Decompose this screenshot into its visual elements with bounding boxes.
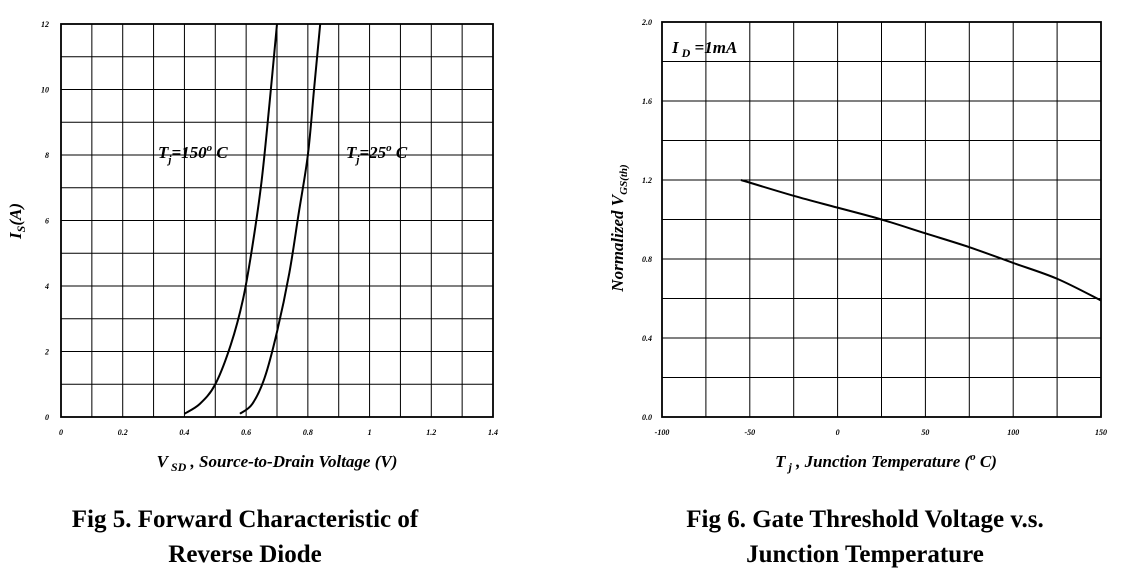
x-tick-label: 0.2 (118, 428, 128, 437)
condition-annotation: I D =1mA (671, 38, 737, 60)
x-tick-label: 50 (921, 428, 929, 437)
y-tick-label: 0.4 (642, 334, 652, 343)
y-tick-label: 8 (45, 151, 49, 160)
x-axis-label: V SD , Source-to-Drain Voltage (V) (157, 452, 398, 474)
fig5-caption-line2: Reverse Diode (168, 541, 322, 568)
series-line-1 (239, 23, 322, 415)
y-axis-label: IS(A) (6, 203, 28, 240)
chart-gate-threshold: -100 -50 0 50 100 150 0.0 0.4 0.8 1.2 1.6 2.0 I D =1… (608, 18, 1107, 474)
y-tick-label: 6 (45, 217, 49, 226)
x-tick-label: 0.6 (241, 428, 251, 437)
chart-forward-characteristic: 0 0.2 0.4 0.6 0.8 1 1.2 1.4 0 2 4 6 8 10 12 Tj=150o C Tj… (6, 20, 498, 474)
x-tick-label: 100 (1007, 428, 1019, 437)
series-label-0: Tj=150o C (158, 142, 228, 166)
y-tick-label: 4 (44, 282, 49, 291)
fig5-caption: Fig 5. Forward Characteristic of Reverse… (0, 502, 490, 572)
y-tick-label: 2 (44, 348, 49, 357)
plot-frame (661, 21, 1102, 418)
y-tick-label: 1.6 (642, 97, 652, 106)
x-tick-label: -50 (744, 428, 755, 437)
x-tick-label: 1.4 (488, 428, 498, 437)
fig6-caption-line2: Junction Temperature (746, 541, 984, 568)
y-tick-label: 12 (41, 20, 49, 29)
x-tick-label: 1 (368, 428, 372, 437)
x-tick-label: 0.4 (179, 428, 189, 437)
y-tick-label: 1.2 (642, 176, 652, 185)
x-tick-label: 0 (59, 428, 63, 437)
y-tick-label: 2.0 (641, 18, 652, 27)
x-tick-label: 150 (1095, 428, 1107, 437)
series-line-0 (740, 179, 1102, 302)
fig5-caption-line1: Fig 5. Forward Characteristic of (71, 506, 419, 533)
x-axis-label: T j , Junction Temperature (o C) (775, 451, 997, 474)
y-tick-label: 0 (45, 413, 49, 422)
x-tick-label: 0.8 (303, 428, 313, 437)
series-label-1: Tj=25o C (346, 142, 408, 166)
y-tick-label: 0.8 (642, 255, 652, 264)
x-tick-label: 0 (836, 428, 840, 437)
y-tick-label: 0.0 (642, 413, 652, 422)
series-line-0 (183, 23, 278, 415)
x-tick-label: -100 (655, 428, 670, 437)
fig6-caption-line1: Fig 6. Gate Threshold Voltage v.s. (686, 506, 1044, 533)
x-tick-label: 1.2 (426, 428, 436, 437)
y-axis-label: Normalized VGS(th) (608, 164, 630, 292)
grid (60, 23, 494, 418)
fig6-caption: Fig 6. Gate Threshold Voltage v.s. Junct… (620, 502, 1110, 572)
y-tick-label: 10 (41, 86, 49, 95)
